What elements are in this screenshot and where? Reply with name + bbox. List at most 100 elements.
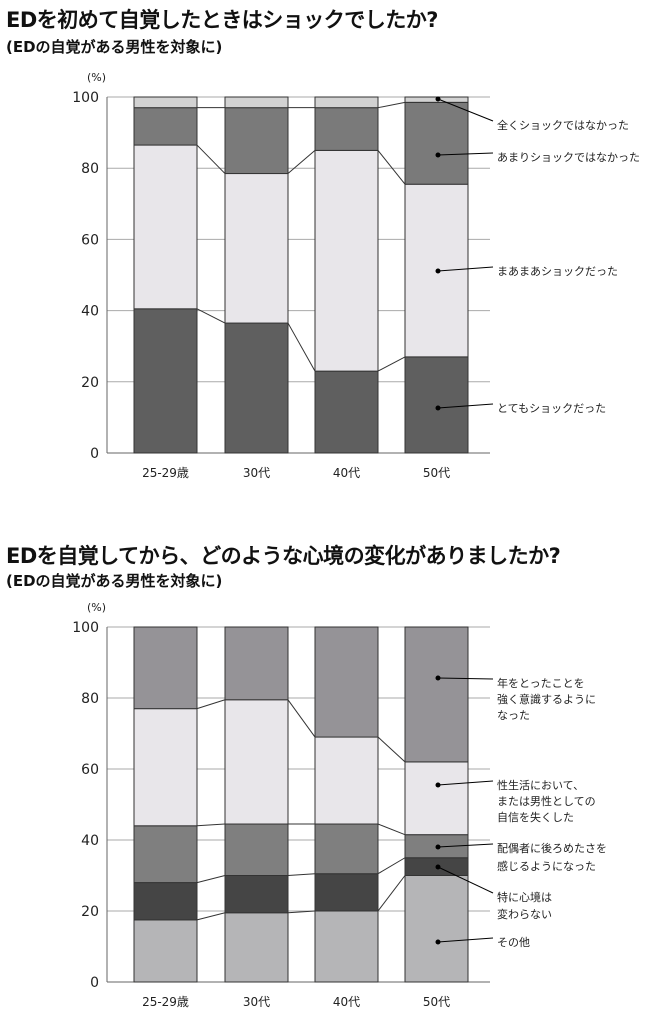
legend-label: 特に心境は [497,890,552,904]
bar-segment [224,96,289,109]
bar-segment [224,912,289,983]
bar-segment [133,96,198,109]
chart1-title: EDを初めて自覚したときはショックでしたか? [6,8,438,32]
legend-leader-line [437,98,494,122]
bar-segment [314,910,379,983]
bar-segment [314,626,379,738]
bar-segment [133,144,198,310]
legend-label: とてもショックだった [497,402,606,415]
legend-label: 性生活において、 [497,778,584,792]
connector-line [377,736,406,763]
legend-label: なった [497,709,530,722]
bar-segment [404,761,469,836]
y-tick-label: 60 [81,232,99,248]
bar-segment [404,356,469,454]
bar-segment [314,873,379,912]
bar-segment [314,96,379,109]
x-tick-label: 30代 [243,995,270,1009]
connector-line [196,144,226,174]
y-tick-label: 20 [81,904,99,920]
y-tick-label: 20 [81,375,99,391]
bar-segment [224,107,289,175]
bar-segment [133,626,198,710]
connector-line [287,699,316,738]
legend-label: 年をとったことを [497,676,585,690]
legend-label: まあまあショックだった [497,265,618,278]
legend-label: その他 [497,936,530,949]
connector-line [196,875,226,884]
x-tick-label: 40代 [333,995,360,1009]
x-tick-label: 40代 [333,466,360,480]
x-tick-label: 50代 [423,466,450,480]
legend-leader-line [437,937,494,943]
x-tick-label: 25-29歳 [142,995,189,1009]
legend-label: 強く意識するように [497,692,596,706]
y-tick-label: 80 [81,691,99,707]
connector-line [196,699,226,710]
legend-label: 配偶者に後ろめたさを [497,841,607,855]
legend-leader-line [437,866,494,894]
bar-segment [224,626,289,701]
x-tick-label: 50代 [423,995,450,1009]
chart1-subtitle: (EDの自覚がある男性を対象に) [6,38,223,56]
connector-line [196,823,226,827]
connector-line [287,910,316,914]
y-axis-label: (%) [87,601,106,614]
y-tick-label: 40 [81,304,99,320]
legend-label: 変わらない [497,907,552,921]
x-tick-label: 25-29歳 [142,466,189,480]
chart2-subtitle: (EDの自覚がある男性を対象に) [6,572,223,590]
y-tick-label: 80 [81,161,99,177]
bar-segment [224,173,289,324]
y-tick-label: 60 [81,762,99,778]
connector-line [287,873,316,876]
legend-label: 自信を失くした [497,811,574,824]
bar-segment [224,875,289,914]
chart2-title: EDを自覚してから、どのような心境の変化がありましたか? [6,544,561,568]
bar-segment [404,875,469,983]
connector-line [377,101,406,109]
connector-line [196,308,226,324]
connector-line [196,912,226,921]
legend-leader-line [437,266,494,272]
bar-segment [133,882,198,921]
bar-segment [314,736,379,825]
connector-line [377,857,406,875]
bar-segment [133,107,198,146]
legend-label: 感じるようになった [497,860,596,873]
connector-line [377,356,406,372]
x-tick-label: 30代 [243,466,270,480]
bar-segment [314,107,379,151]
bar-segment [314,149,379,372]
legend-label: あまりショックではなかった [497,151,640,164]
bar-segment [314,370,379,454]
legend-leader-line [437,677,494,680]
chart-1: 0 20 40 60 80 100 (%) 25-29歳 30代 40代 50代 とてもショックだった… [72,71,640,480]
bar-segment [133,825,198,884]
y-tick-label: 40 [81,833,99,849]
connector-line [287,322,316,372]
bar-segment [404,626,469,763]
connector-line [377,875,406,912]
connector-line [377,150,406,185]
connector-line [287,150,316,174]
y-axis-label: (%) [87,71,106,84]
connector-line [377,823,406,836]
bar-segment [224,823,289,877]
bar-segment [404,101,469,185]
legend-leader-line [437,843,494,848]
bar-segment [133,919,198,983]
legend-label: または男性としての [497,794,596,808]
legend-label: 全くショックではなかった [497,118,629,132]
bar-segment [224,699,289,825]
y-tick-label: 0 [90,446,99,462]
legend-leader-line [437,780,494,786]
bar-segment [224,322,289,454]
legend-leader-line [437,403,494,409]
legend-leader-line [437,152,494,156]
y-tick-label: 100 [72,620,99,636]
bar-segment [133,708,198,827]
bar-segment [133,308,198,454]
y-tick-label: 100 [72,90,99,106]
